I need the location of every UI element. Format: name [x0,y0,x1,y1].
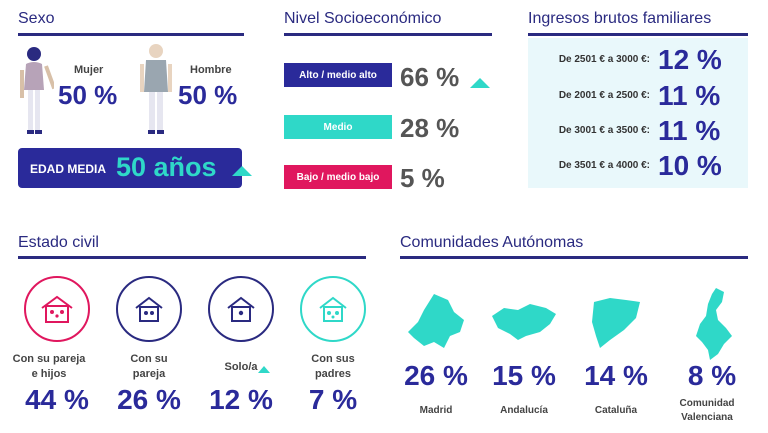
comunidad-label: Madrid [419,405,453,416]
nivel-rule [284,33,492,36]
civil-label: Con su pareja [130,353,168,380]
male-label: Hombre [190,64,232,76]
comunidad-value: 8 % [687,360,737,391]
up-arrow-icon [470,78,490,88]
civil-value: 44 % [25,384,89,415]
civil-label: Con sus padres [311,353,355,380]
up-arrow-icon [232,166,252,176]
cataluna-map-icon [592,298,640,348]
comunidad-value: 15 % [492,360,556,391]
civil-value: 26 % [117,384,181,415]
single-house-icon [208,276,274,342]
nivel-title: Nivel Socioeconómico [284,10,442,27]
civil-value: 7 % [308,384,358,415]
couple-house-icon [116,276,182,342]
ingresos-value: 10 % [658,150,722,181]
ingresos-value: 12 % [658,44,722,75]
comunidades-rule [400,256,748,259]
nivel-medio-box: Medio [284,115,392,139]
ingresos-value: 11 % [658,115,721,146]
nivel-bajo-value: 5 % [400,163,445,193]
nivel-alto-value: 66 % [400,62,460,92]
ingresos-panel [528,38,748,188]
nivel-medio-value: 28 % [400,113,460,143]
sexo-rule [18,33,244,36]
edad-value: 50 años [116,152,217,182]
comunidades-title: Comunidades Autónomas [400,234,584,251]
female-figure-icon [20,47,54,134]
male-value: 50 % [178,80,238,110]
ingresos-label: De 3001 € a 3500 €: [558,125,650,136]
ingresos-rule [528,33,748,36]
comunidad-value: 14 % [584,360,648,391]
civil-label: Solo/a [224,361,258,373]
civil-label: Con su pareja e hijos [12,353,86,380]
civil-value: 12 % [209,384,273,415]
sexo-title: Sexo [18,10,55,27]
edad-media-box: EDAD MEDIA 50 años [18,148,242,188]
parents-house-icon [300,276,366,342]
madrid-map-icon [408,294,464,348]
comunidad-label: Comunidad Valenciana [679,398,735,423]
ingresos-label: De 2001 € a 2500 €: [558,90,650,101]
civil-rule [18,256,366,259]
ingresos-label: De 2501 € a 3000 €: [558,54,650,65]
female-value: 50 % [58,80,118,110]
family-house-icon [24,276,90,342]
up-arrow-icon [258,366,270,373]
civil-title: Estado civil [18,234,99,251]
comunidad-label: Cataluña [594,405,638,416]
female-label: Mujer [74,64,104,76]
male-figure-icon [140,44,172,134]
comunidad-label: Andalucía [500,405,548,416]
nivel-alto-box: Alto / medio alto [284,63,392,87]
nivel-bajo-box: Bajo / medio bajo [284,165,392,189]
ingresos-title: Ingresos brutos familiares [528,10,712,27]
comunidad-value: 26 % [404,360,468,391]
valencia-map-icon [696,288,732,360]
andalucia-map-icon [492,304,556,340]
ingresos-label: De 3501 € a 4000 €: [558,160,650,171]
ingresos-value: 11 % [658,80,721,111]
edad-label: EDAD MEDIA [30,162,107,176]
